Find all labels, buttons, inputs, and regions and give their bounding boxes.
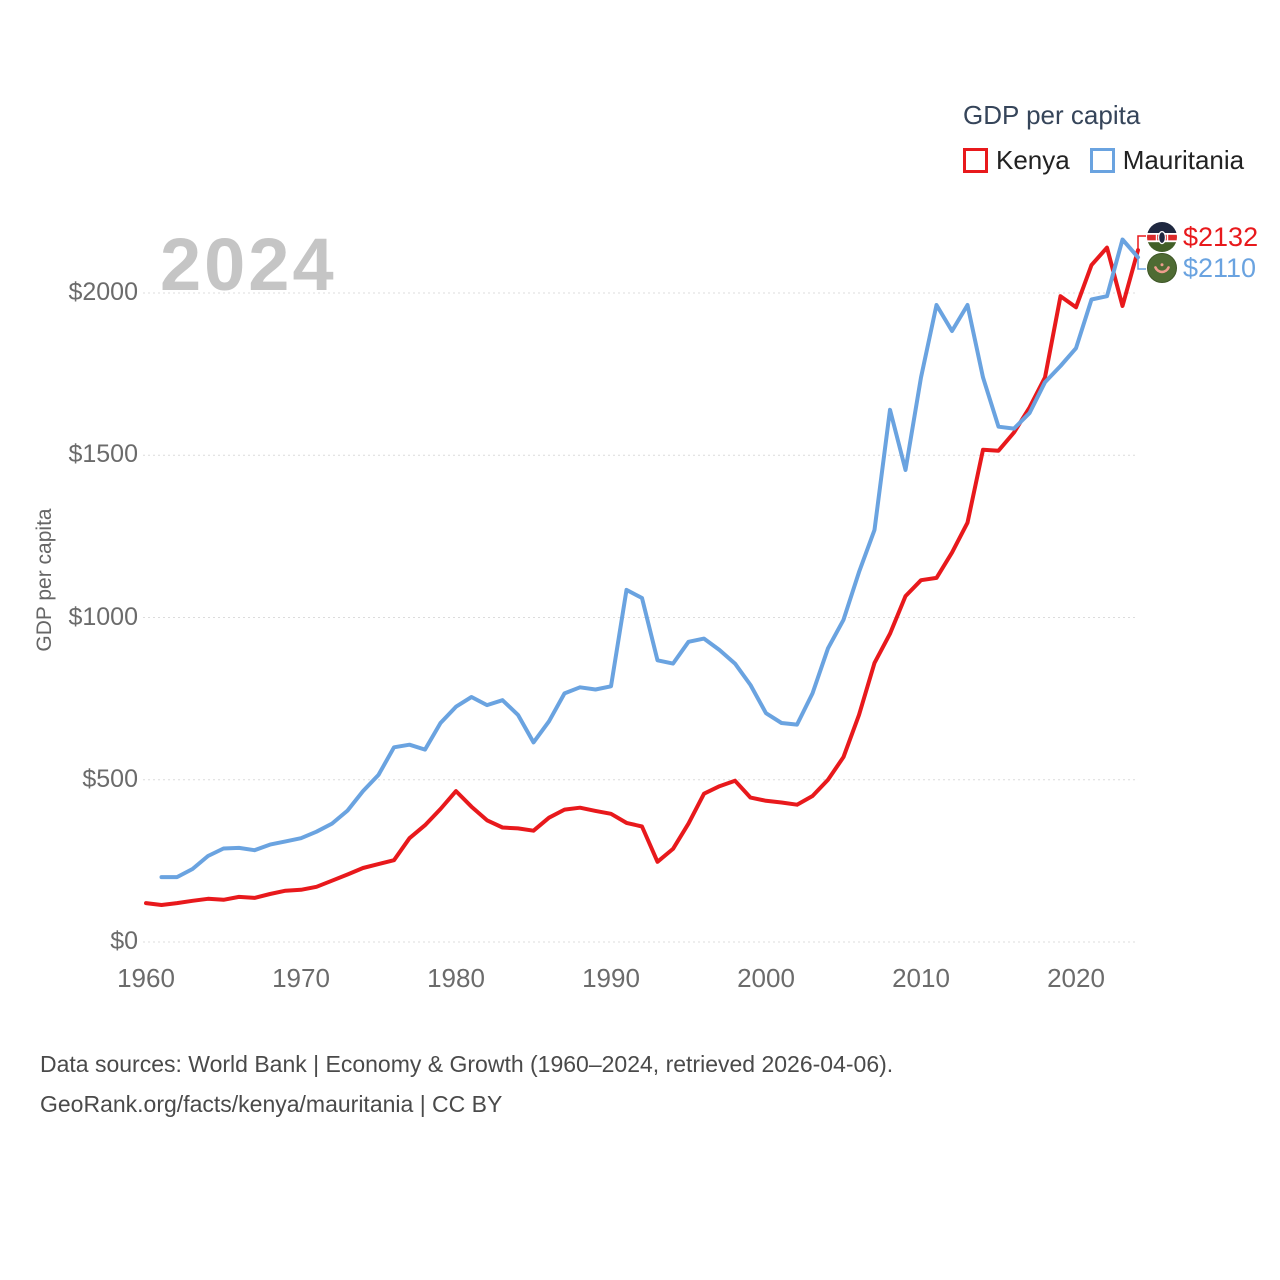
kenya-end-label: $2132 (1147, 222, 1258, 252)
x-tick-label: 2020 (1047, 963, 1105, 993)
legend-label-kenya: Kenya (996, 145, 1070, 175)
mauritania-flag-icon (1147, 253, 1177, 283)
x-tick-label: 1970 (272, 963, 330, 993)
mauritania-end-label: $2110 (1147, 253, 1256, 283)
kenya-label-connector (1137, 235, 1146, 251)
kenya-swatch-icon (963, 148, 988, 173)
mauritania-label-connector (1137, 257, 1146, 270)
legend-items: Kenya Mauritania (963, 145, 1244, 176)
caption: Data sources: World Bank | Economy & Gro… (40, 1044, 893, 1124)
y-tick-label: $1500 (68, 440, 138, 469)
x-tick-label: 2000 (737, 963, 795, 993)
kenya-flag-icon (1147, 222, 1177, 252)
mauritania-end-value: $2110 (1183, 253, 1257, 283)
legend: GDP per capita Kenya Mauritania (963, 100, 1244, 176)
mauritania-swatch-icon (1089, 148, 1115, 173)
kenya-line (144, 245, 1140, 907)
x-tick-label: 1980 (427, 963, 485, 993)
mauritania-line (159, 237, 1140, 880)
kenya-end-value: $2132 (1183, 222, 1259, 252)
y-tick-label: $2000 (68, 278, 138, 306)
legend-item-kenya[interactable]: Kenya (963, 145, 1070, 176)
y-tick-label: $0 (110, 927, 138, 955)
x-tick-label: 1960 (117, 963, 175, 993)
y-tick-label: $1000 (68, 602, 138, 631)
legend-title: GDP per capita (963, 100, 1141, 130)
x-tick-label: 2010 (892, 963, 950, 993)
legend-label-mauritania: Mauritania (1122, 145, 1245, 175)
caption-line2: GeoRank.org/facts/kenya/mauritania | CC … (40, 1091, 503, 1117)
legend-item-mauritania[interactable]: Mauritania (1089, 145, 1245, 176)
caption-line1: Data sources: World Bank | Economy & Gro… (40, 1051, 894, 1077)
watermark-year: 2024 (160, 223, 337, 306)
x-tick-label: 1990 (582, 963, 640, 993)
y-tick-label: $500 (82, 764, 138, 793)
